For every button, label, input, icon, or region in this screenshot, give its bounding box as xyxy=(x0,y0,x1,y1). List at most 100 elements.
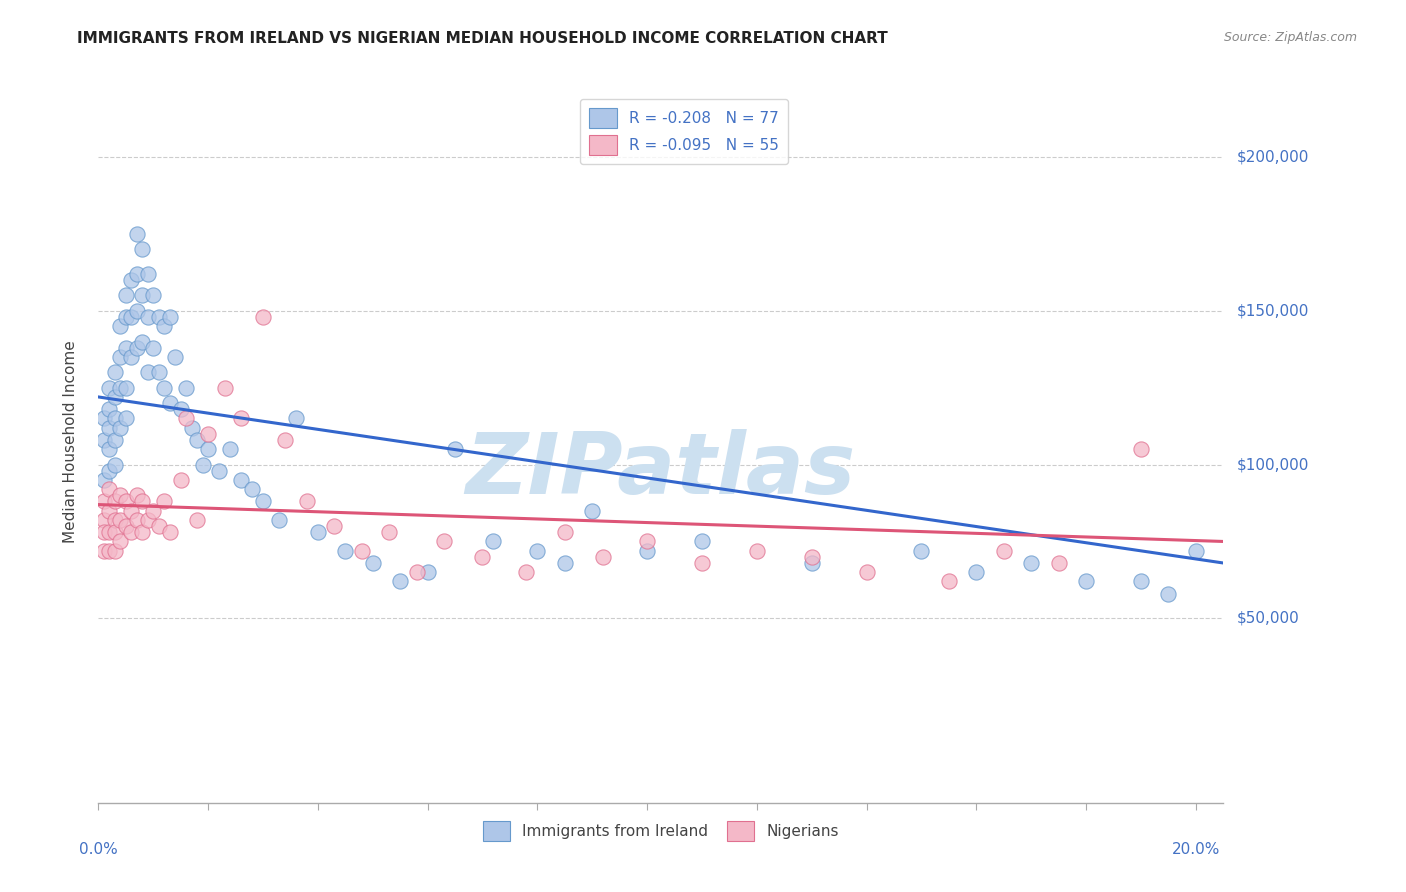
Point xyxy=(115,494,138,508)
Point xyxy=(186,433,208,447)
Legend: Immigrants from Ireland, Nigerians: Immigrants from Ireland, Nigerians xyxy=(477,815,845,847)
Point xyxy=(554,556,576,570)
Point xyxy=(125,341,148,355)
Point xyxy=(938,574,960,589)
Point xyxy=(115,310,138,324)
Point xyxy=(229,411,252,425)
Point xyxy=(120,525,142,540)
Point xyxy=(142,341,165,355)
Point xyxy=(110,350,132,364)
Point xyxy=(252,494,274,508)
Point xyxy=(174,411,197,425)
Point xyxy=(136,513,159,527)
Point xyxy=(148,310,170,324)
Point xyxy=(269,513,291,527)
Point xyxy=(219,442,242,457)
Point xyxy=(131,525,153,540)
Point xyxy=(120,310,142,324)
Point xyxy=(104,390,127,404)
Point xyxy=(208,464,231,478)
Point xyxy=(115,381,138,395)
Point xyxy=(104,543,127,558)
Point xyxy=(125,267,148,281)
Point xyxy=(136,310,159,324)
Point xyxy=(93,411,115,425)
Point xyxy=(745,543,768,558)
Point xyxy=(159,525,181,540)
Point xyxy=(148,365,170,379)
Text: IMMIGRANTS FROM IRELAND VS NIGERIAN MEDIAN HOUSEHOLD INCOME CORRELATION CHART: IMMIGRANTS FROM IRELAND VS NIGERIAN MEDI… xyxy=(77,31,889,46)
Point xyxy=(98,381,121,395)
Point xyxy=(1184,543,1206,558)
Point xyxy=(526,543,548,558)
Point xyxy=(274,433,297,447)
Point xyxy=(120,350,142,364)
Point xyxy=(307,525,329,540)
Point xyxy=(378,525,401,540)
Point xyxy=(690,534,713,549)
Point xyxy=(229,473,252,487)
Point xyxy=(110,319,132,334)
Text: $200,000: $200,000 xyxy=(1237,150,1309,165)
Y-axis label: Median Household Income: Median Household Income xyxy=(63,340,77,543)
Point xyxy=(98,442,121,457)
Point xyxy=(153,494,176,508)
Point xyxy=(125,227,148,241)
Point xyxy=(636,543,658,558)
Point xyxy=(93,494,115,508)
Point xyxy=(93,513,115,527)
Point xyxy=(965,565,987,579)
Text: 0.0%: 0.0% xyxy=(79,842,118,856)
Point xyxy=(98,504,121,518)
Point xyxy=(186,513,208,527)
Point xyxy=(800,556,823,570)
Point xyxy=(1129,442,1152,457)
Point xyxy=(110,381,132,395)
Point xyxy=(153,381,176,395)
Point xyxy=(174,381,197,395)
Point xyxy=(252,310,274,324)
Point xyxy=(115,341,138,355)
Point xyxy=(104,494,127,508)
Point xyxy=(405,565,427,579)
Point xyxy=(800,549,823,564)
Point xyxy=(471,549,494,564)
Point xyxy=(115,288,138,302)
Point xyxy=(240,482,263,496)
Point xyxy=(98,464,121,478)
Point xyxy=(125,513,148,527)
Text: $150,000: $150,000 xyxy=(1237,303,1309,318)
Text: $100,000: $100,000 xyxy=(1237,457,1309,472)
Point xyxy=(104,513,127,527)
Point xyxy=(131,288,153,302)
Point xyxy=(197,426,219,441)
Point xyxy=(159,396,181,410)
Point xyxy=(335,543,357,558)
Point xyxy=(98,525,121,540)
Point xyxy=(115,411,138,425)
Point xyxy=(142,288,165,302)
Point xyxy=(592,549,614,564)
Point xyxy=(284,411,307,425)
Point xyxy=(993,543,1015,558)
Point xyxy=(104,525,127,540)
Point xyxy=(1074,574,1097,589)
Point xyxy=(165,350,187,364)
Point xyxy=(104,365,127,379)
Point xyxy=(142,504,165,518)
Point xyxy=(197,442,219,457)
Point xyxy=(170,473,193,487)
Point xyxy=(148,519,170,533)
Point xyxy=(214,381,236,395)
Point xyxy=(690,556,713,570)
Point xyxy=(416,565,439,579)
Point xyxy=(389,574,412,589)
Point xyxy=(159,310,181,324)
Point xyxy=(1157,587,1180,601)
Point xyxy=(93,543,115,558)
Point xyxy=(104,433,127,447)
Point xyxy=(98,543,121,558)
Point xyxy=(515,565,537,579)
Point xyxy=(433,534,456,549)
Point xyxy=(98,482,121,496)
